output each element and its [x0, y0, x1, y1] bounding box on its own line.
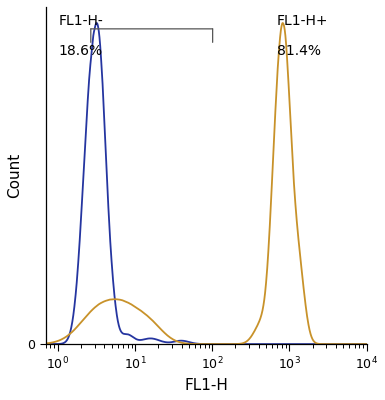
- Text: 81.4%: 81.4%: [277, 44, 321, 58]
- Text: 18.6%: 18.6%: [59, 44, 103, 58]
- Text: FL1-H+: FL1-H+: [277, 14, 328, 28]
- Text: FL1-H-: FL1-H-: [59, 14, 104, 28]
- X-axis label: FL1-H: FL1-H: [184, 378, 228, 393]
- Y-axis label: Count: Count: [7, 153, 22, 198]
